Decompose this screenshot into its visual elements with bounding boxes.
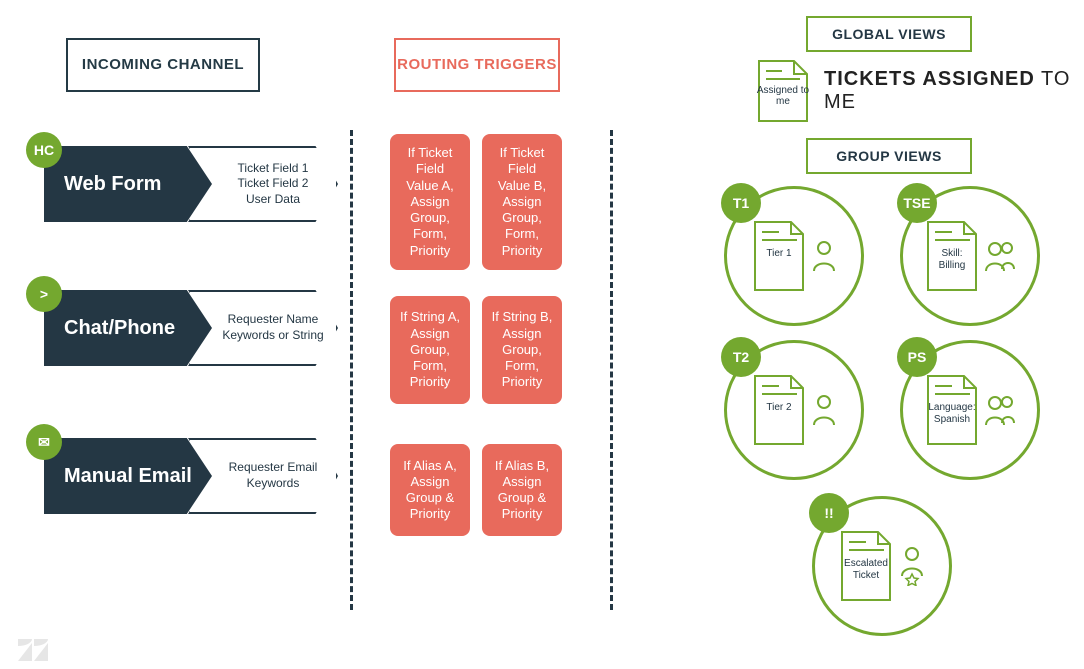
channel-badge: ✉ xyxy=(26,424,62,460)
channel-badge: > xyxy=(26,276,62,312)
group-tag: PS xyxy=(897,337,937,377)
group-content: Skill: Billing xyxy=(920,211,1020,301)
assigned-to-me-doc-label: Assigned to me xyxy=(756,85,810,107)
group-circle-tier2: T2 Tier 2 xyxy=(724,340,864,480)
channel-name: Chat/Phone xyxy=(44,290,212,366)
group-tag: TSE xyxy=(897,183,937,223)
group-content: Tier 1 xyxy=(744,211,844,301)
trigger-box: If Alias A, Assign Group & Priority xyxy=(390,444,470,536)
routing-triggers-header-text: ROUTING TRIGGERS xyxy=(397,56,557,74)
global-views-header: GLOBAL VIEWS xyxy=(806,16,972,52)
group-circle-escalated: !! Escalated Ticket xyxy=(812,496,952,636)
group-content: Escalated Ticket xyxy=(832,521,932,611)
trigger-box: If Ticket Field Value B, Assign Group, F… xyxy=(482,134,562,270)
routing-triggers-header: ROUTING TRIGGERS xyxy=(394,38,560,92)
group-views-header: GROUP VIEWS xyxy=(806,138,972,174)
trigger-box: If Alias B, Assign Group & Priority xyxy=(482,444,562,536)
group-circle-skill-billing: TSE Skill: Billing xyxy=(900,186,1040,326)
incoming-channel-header-text: INCOMING CHANNEL xyxy=(82,56,244,74)
channel-badge: HC xyxy=(26,132,62,168)
trigger-box: If Ticket Field Value A, Assign Group, F… xyxy=(390,134,470,270)
diagram-root: INCOMING CHANNEL Ticket Field 1Ticket Fi… xyxy=(0,0,1084,669)
group-content: Language: Spanish xyxy=(920,365,1020,455)
channel-chat-phone: Requester NameKeywords or String Chat/Ph… xyxy=(44,290,324,366)
group-content: Tier 2 xyxy=(744,365,844,455)
global-views-title: TICKETS ASSIGNED TO ME xyxy=(824,68,1076,114)
assigned-to-me-doc-icon: Assigned to me xyxy=(756,59,810,123)
group-tag: T2 xyxy=(721,337,761,377)
group-tag: !! xyxy=(809,493,849,533)
trigger-box: If String B, Assign Group, Form, Priorit… xyxy=(482,296,562,404)
channel-manual-email: Requester EmailKeywords Manual Email ✉ xyxy=(44,438,324,514)
group-views-header-text: GROUP VIEWS xyxy=(836,148,942,164)
group-circle-tier1: T1 Tier 1 xyxy=(724,186,864,326)
divider-1 xyxy=(350,130,353,610)
incoming-channel-header: INCOMING CHANNEL xyxy=(66,38,260,92)
divider-2 xyxy=(610,130,613,610)
trigger-box: If String A, Assign Group, Form, Priorit… xyxy=(390,296,470,404)
channel-web-form: Ticket Field 1Ticket Field 2User Data We… xyxy=(44,146,324,222)
group-tag: T1 xyxy=(721,183,761,223)
zendesk-logo-mark xyxy=(18,639,48,661)
group-circle-language-spanish: PS Language: Spanish xyxy=(900,340,1040,480)
channel-name: Web Form xyxy=(44,146,212,222)
channel-name: Manual Email xyxy=(44,438,212,514)
global-views-header-text: GLOBAL VIEWS xyxy=(832,26,946,42)
global-views-row: Assigned to me TICKETS ASSIGNED TO ME xyxy=(756,58,1076,124)
